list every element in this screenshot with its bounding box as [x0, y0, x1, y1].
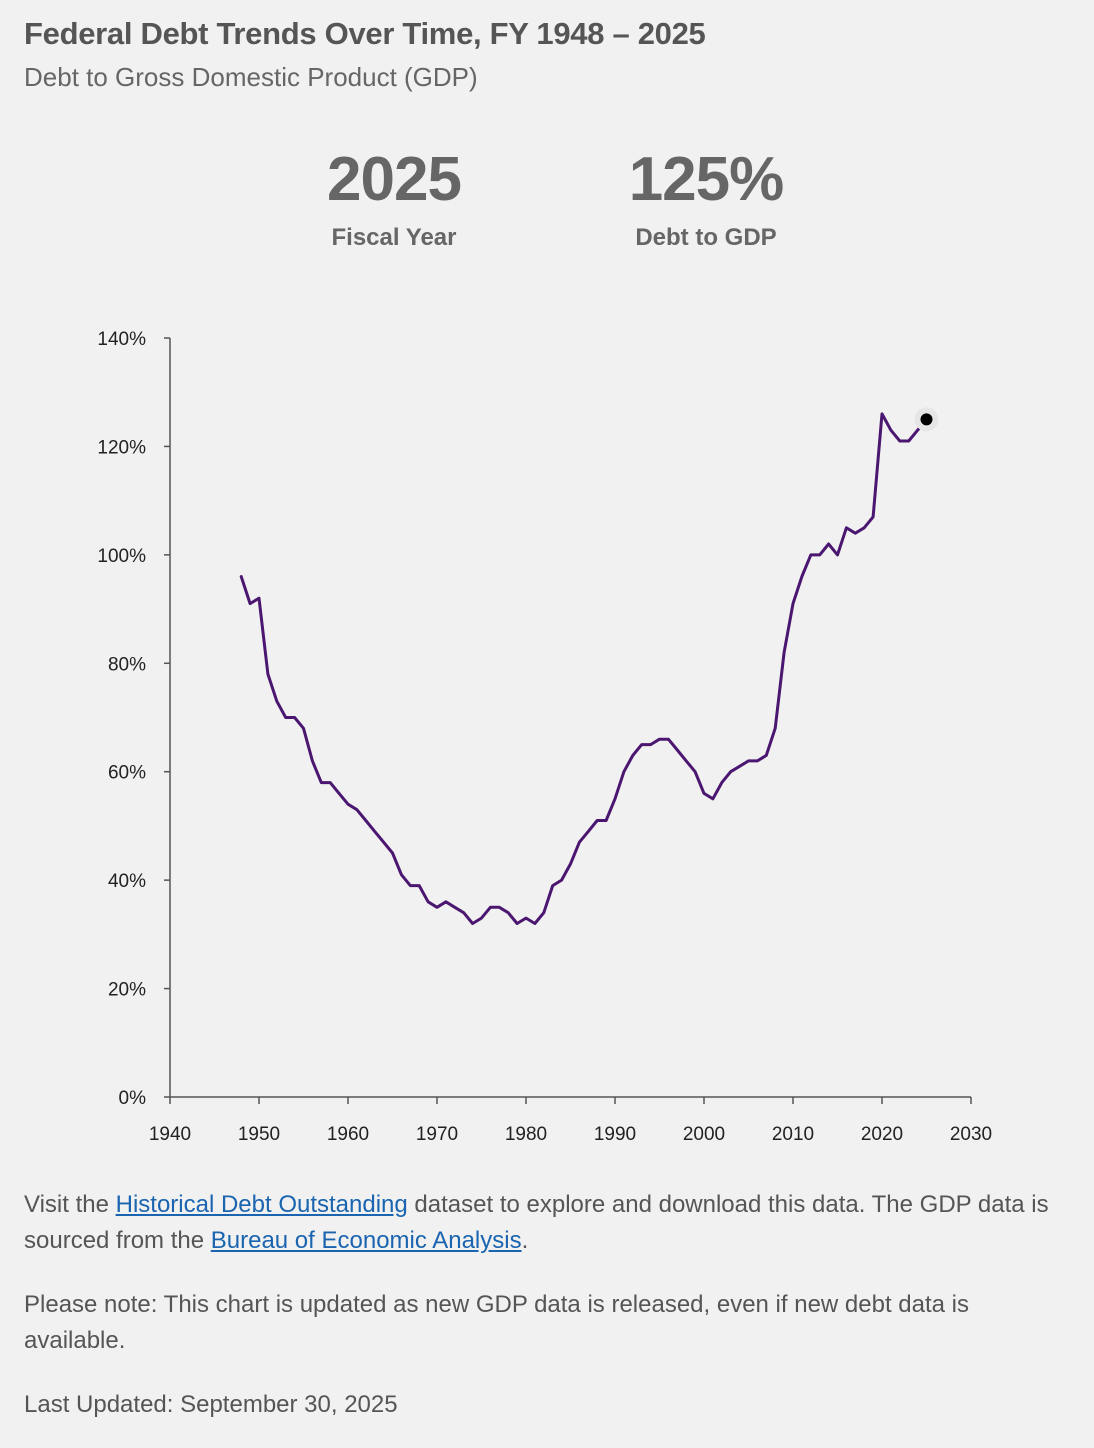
y-tick-label: 140% [97, 329, 146, 350]
x-tick-label: 1960 [327, 1124, 369, 1145]
x-tick-label: 1950 [238, 1124, 280, 1145]
update-note: Please note: This chart is updated as ne… [24, 1291, 970, 1354]
debt-to-gdp-value: 125% [628, 145, 785, 214]
debt-to-gdp-label: Debt to GDP [635, 224, 777, 251]
x-tick-label: 1970 [416, 1124, 458, 1145]
y-tick-label: 60% [108, 763, 146, 784]
bureau-of-economic-analysis-link[interactable]: Bureau of Economic Analysis [210, 1227, 522, 1254]
y-tick-label: 80% [108, 654, 146, 675]
y-tick-label: 100% [97, 546, 146, 567]
chart-title: Federal Debt Trends Over Time, FY 1948 –… [24, 16, 706, 51]
y-tick-label: 120% [97, 437, 146, 458]
dataset-text-start: Visit the [24, 1191, 116, 1218]
y-tick-label: 0% [119, 1088, 147, 1109]
x-tick-label: 2020 [861, 1124, 903, 1145]
x-tick-label: 2030 [950, 1124, 992, 1145]
x-tick-label: 1980 [505, 1124, 547, 1145]
highlight-point [920, 413, 933, 426]
fiscal-year-stat: 2025 Fiscal Year [294, 140, 494, 252]
last-updated: Last Updated: September 30, 2025 [24, 1391, 398, 1418]
historical-debt-outstanding-link[interactable]: Historical Debt Outstanding [115, 1191, 408, 1218]
x-tick-label: 1940 [149, 1124, 191, 1145]
x-tick-label: 2000 [683, 1124, 725, 1145]
fiscal-year-value: 2025 [327, 145, 462, 214]
debt-to-gdp-stat: 125% Debt to GDP [596, 140, 816, 252]
y-tick-label: 20% [108, 980, 146, 1001]
debt-to-gdp-chart[interactable]: 0% 20% 40% 60% 80% 100% 120% 140% 1940 1950 1960 19… [0, 300, 1094, 1160]
debt-to-gdp-line [239, 412, 928, 925]
dataset-info-text: Visit the Historical Debt Outstanding da… [24, 1187, 1064, 1259]
fiscal-year-label: Fiscal Year [331, 224, 457, 251]
chart-subtitle: Debt to Gross Domestic Product (GDP) [24, 62, 478, 92]
x-tick-label: 1990 [594, 1124, 636, 1145]
dataset-text-middle: dataset to explore and download this dat… [24, 1191, 1049, 1254]
x-tick-label: 2010 [772, 1124, 814, 1145]
dataset-text-end: . [521, 1227, 529, 1254]
y-tick-label: 40% [108, 871, 146, 892]
